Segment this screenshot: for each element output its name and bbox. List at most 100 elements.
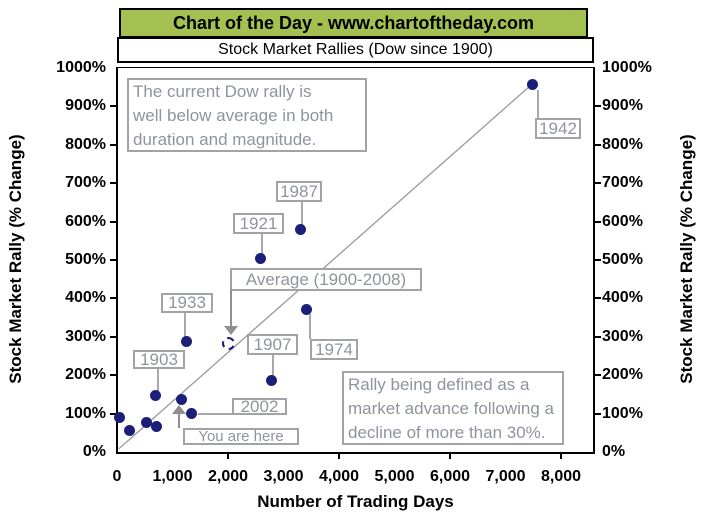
x-tick-mark	[227, 452, 229, 459]
note-line: market advance following a	[348, 399, 555, 418]
note-line: Rally being defined as a	[348, 375, 530, 394]
data-point	[150, 420, 162, 432]
y-tick-mark-right	[594, 143, 601, 146]
note-line: decline of more than 30%.	[348, 423, 546, 442]
y-tick-mark-right	[594, 182, 601, 185]
x-tick-label: 6,000	[429, 468, 471, 485]
data-point-1921	[254, 252, 266, 264]
callout-1933: 1933	[161, 293, 213, 313]
data-point-1987	[294, 223, 306, 235]
average-point	[221, 337, 235, 351]
y-tick-mark-left	[110, 182, 117, 185]
data-point-1974	[301, 303, 313, 315]
y-tick-label-left: 700%	[65, 174, 106, 192]
y-tick-label-left: 1000%	[56, 59, 106, 76]
title-text: Chart of the Day - www.chartoftheday.com	[172, 12, 535, 33]
y-tick-mark-right	[594, 297, 601, 300]
y-tick-label-left: 300%	[65, 327, 106, 345]
you-are-here-callout: You are here	[183, 428, 299, 445]
y-tick-label-right: 0%	[602, 443, 626, 460]
you-are-here-label: You are here	[198, 428, 284, 445]
y-tick-mark-right	[594, 374, 601, 377]
y-tick-label-right: 300%	[602, 327, 643, 345]
data-point-1907	[266, 374, 278, 386]
note-line: duration and magnitude.	[133, 130, 317, 149]
y-tick-label-left: 600%	[65, 212, 106, 230]
subtitle-bar: Stock Market Rallies (Dow since 1900)	[117, 37, 594, 63]
x-tick-label: 2,000	[207, 468, 249, 485]
callout-1974: 1974	[310, 339, 358, 360]
average-callout: Average (1900-2008)	[230, 268, 422, 291]
note-current-rally: The current Dow rally is well below aver…	[127, 78, 367, 152]
y-tick-mark-left	[110, 374, 117, 377]
y-tick-label-right: 200%	[602, 366, 643, 384]
y-tick-label-right: 1000%	[602, 59, 652, 76]
data-point-1903	[150, 389, 162, 401]
note-rally-definition: Rally being defined as a market advance …	[342, 371, 564, 445]
x-tick-label: 5,000	[374, 468, 415, 485]
y-tick-label-right: 800%	[602, 135, 643, 153]
x-tick-label: 1,000	[152, 468, 193, 485]
y-tick-label-right: 500%	[602, 251, 643, 268]
x-tick-mark	[449, 452, 451, 459]
y-tick-mark-left	[110, 335, 117, 338]
callout-leader-1907	[272, 355, 274, 376]
y-tick-label-left: 400%	[65, 289, 106, 307]
callout-1921: 1921	[233, 213, 284, 234]
x-tick-label: 4,000	[318, 468, 360, 485]
title-bar: Chart of the Day - www.chartoftheday.com	[119, 8, 588, 38]
callout-leader-1974	[309, 314, 311, 339]
y-tick-label-right: 700%	[602, 174, 643, 192]
y-tick-label-right: 400%	[602, 289, 643, 307]
y-tick-label-right: 600%	[602, 212, 643, 230]
y-tick-mark-right	[594, 259, 601, 261]
y-tick-mark-left	[110, 143, 117, 146]
callout-leader-1942	[537, 90, 539, 118]
you-are-here-arrow	[178, 413, 180, 428]
callout-1942: 1942	[535, 118, 581, 139]
y-tick-mark-right	[594, 412, 601, 415]
y-tick-label-right: 100%	[602, 404, 643, 422]
note-line: well below average in both	[133, 106, 334, 125]
y-axis-title-right: Stock Market Rally (% Change)	[677, 134, 696, 384]
x-tick-label: 0	[112, 468, 122, 485]
callout-leader-1903	[157, 369, 159, 391]
y-tick-mark-left	[110, 259, 117, 261]
y-tick-mark-right	[594, 105, 601, 108]
y-tick-mark-left	[110, 297, 117, 300]
callout-1907: 1907	[247, 334, 298, 355]
you-are-here-arrow-head-icon	[172, 405, 186, 414]
y-tick-label-right: 900%	[602, 97, 643, 115]
y-tick-label-left: 900%	[65, 97, 106, 115]
x-axis-title: Number of Trading Days	[257, 492, 454, 511]
note-line: The current Dow rally is	[133, 82, 312, 101]
y-axis-title-left: Stock Market Rally (% Change)	[6, 134, 25, 384]
callout-leader-1987	[301, 202, 303, 225]
y-tick-mark-left	[110, 105, 117, 108]
y-tick-mark-right	[594, 220, 601, 223]
data-point	[176, 393, 188, 405]
average-arrow-head-icon	[224, 326, 238, 335]
callout-2002: 2002	[232, 397, 287, 416]
callout-1987: 1987	[276, 181, 322, 202]
y-tick-label-left: 200%	[65, 366, 106, 384]
y-tick-mark-left	[110, 220, 117, 223]
y-tick-label-left: 500%	[65, 251, 106, 268]
data-point-1942	[526, 78, 538, 90]
average-arrow	[230, 289, 232, 327]
callout-leader-1933	[184, 313, 186, 337]
y-tick-mark-right	[594, 335, 601, 338]
y-tick-label-left: 800%	[65, 135, 106, 153]
average-callout-label: Average (1900-2008)	[245, 269, 407, 289]
callout-1903: 1903	[133, 350, 185, 369]
x-tick-mark	[560, 452, 562, 459]
x-tick-label: 7,000	[485, 468, 526, 485]
y-tick-label-left: 100%	[65, 404, 106, 422]
y-tick-mark-left	[110, 412, 117, 415]
x-tick-label: 3,000	[263, 468, 304, 485]
callout-leader-1921	[261, 234, 263, 254]
y-tick-label-left: 0%	[82, 443, 106, 460]
subtitle-text: Stock Market Rallies (Dow since 1900)	[218, 41, 493, 58]
x-tick-label: 8,000	[540, 468, 582, 485]
callout-leader-2002	[198, 413, 232, 415]
